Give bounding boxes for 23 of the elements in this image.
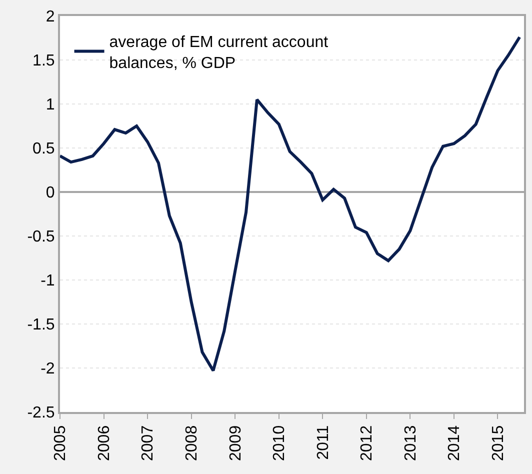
y-tick-label: -2	[40, 360, 55, 378]
x-tick-label: 2010	[271, 425, 288, 461]
y-tick-label: 1.5	[32, 52, 55, 70]
y-tick-label: -2.5	[27, 404, 55, 422]
y-tick-label: -0.5	[27, 228, 55, 246]
x-tick-label: 2007	[140, 425, 157, 461]
x-tick-label: 2008	[184, 425, 201, 461]
x-tick-label: 2009	[227, 425, 244, 461]
x-tick-label: 2012	[358, 425, 376, 461]
y-tick-label: 0.5	[32, 140, 55, 158]
y-tick-label: -1.5	[27, 316, 55, 334]
x-tick-label: 2011	[314, 425, 332, 460]
legend-label: average of EM current account balances, % GDP	[109, 34, 329, 72]
y-tick-label: 0	[46, 184, 55, 202]
x-tick-label: 2014	[446, 425, 464, 461]
y-tick-label: -1	[40, 272, 55, 290]
line-series	[60, 36, 522, 372]
x-tick-label: 2006	[96, 425, 113, 461]
x-tick-label: 2013	[402, 425, 420, 461]
y-tick-label: 2	[46, 8, 55, 26]
y-tick-label: 1	[46, 96, 55, 114]
x-tick-label: 2005	[52, 425, 70, 461]
x-tick-label: 2015	[490, 425, 507, 461]
